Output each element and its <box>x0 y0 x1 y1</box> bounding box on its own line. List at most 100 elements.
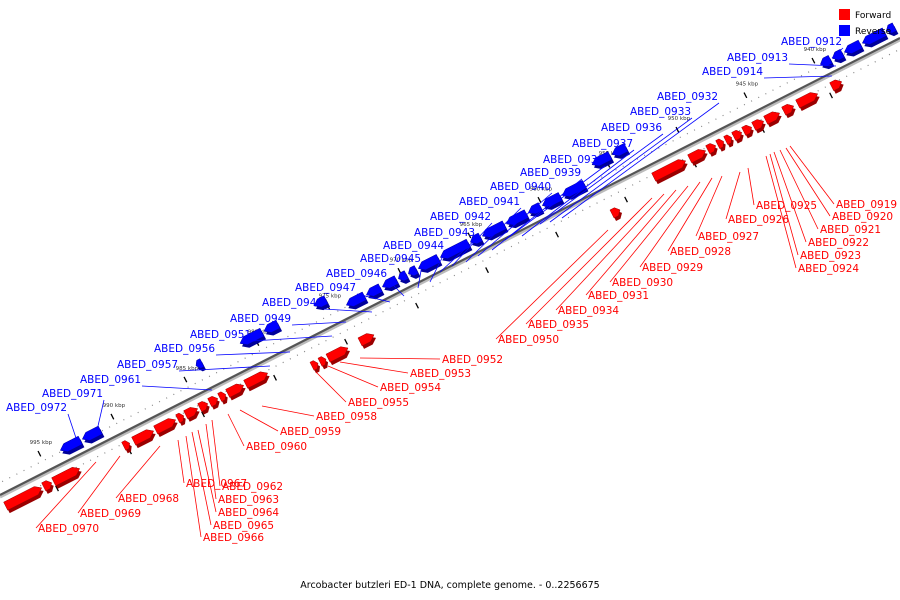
forward-gene-arrow[interactable] <box>309 360 319 371</box>
forward-gene-arrow[interactable] <box>207 396 218 407</box>
forward-gene-arrow[interactable] <box>705 143 716 155</box>
forward-gene-label[interactable]: ABED_0921 <box>820 224 881 236</box>
reverse-gene-arrow[interactable] <box>365 283 383 297</box>
forward-gene-label[interactable]: ABED_0959 <box>280 426 341 438</box>
forward-gene-arrow[interactable] <box>121 440 130 451</box>
forward-gene-label[interactable]: ABED_0963 <box>218 494 279 506</box>
forward-gene-label[interactable]: ABED_0950 <box>498 334 559 346</box>
forward-gene-arrow[interactable] <box>715 138 724 149</box>
forward-gene-arrow[interactable] <box>51 467 81 487</box>
reverse-gene-arrow[interactable] <box>541 192 563 208</box>
reverse-gene-arrow[interactable] <box>843 39 863 54</box>
reverse-gene-label[interactable]: ABED_0971 <box>42 388 103 400</box>
reverse-gene-label[interactable]: ABED_0951 <box>190 329 251 341</box>
reverse-gene-arrow[interactable] <box>505 209 529 226</box>
forward-gene-label[interactable]: ABED_0926 <box>728 214 789 226</box>
forward-gene-label[interactable]: ABED_0928 <box>670 246 731 258</box>
reverse-gene-label[interactable]: ABED_0949 <box>230 313 291 325</box>
forward-gene-label[interactable]: ABED_0955 <box>348 397 409 409</box>
reverse-gene-label[interactable]: ABED_0945 <box>360 253 421 265</box>
forward-gene-arrow[interactable] <box>763 111 781 125</box>
reverse-gene-arrow[interactable] <box>408 265 419 277</box>
forward-gene-label[interactable]: ABED_0924 <box>798 263 859 275</box>
reverse-gene-label[interactable]: ABED_0942 <box>430 211 491 223</box>
forward-gene-arrow[interactable] <box>325 346 349 363</box>
forward-gene-label[interactable]: ABED_0962 <box>222 481 283 493</box>
reverse-gene-arrow[interactable] <box>398 270 409 282</box>
forward-gene-arrow[interactable] <box>225 383 245 398</box>
reverse-gene-arrow[interactable] <box>886 22 897 34</box>
forward-gene-label[interactable]: ABED_0969 <box>80 508 141 520</box>
forward-gene-label[interactable]: ABED_0929 <box>642 262 703 274</box>
forward-gene-arrow[interactable] <box>829 79 842 92</box>
reverse-gene-label[interactable]: ABED_0943 <box>414 227 475 239</box>
forward-gene-arrow[interactable] <box>751 119 764 131</box>
reverse-gene-arrow[interactable] <box>81 425 103 441</box>
reverse-gene-label[interactable]: ABED_0946 <box>326 268 387 280</box>
forward-gene-label[interactable]: ABED_0958 <box>316 411 377 423</box>
forward-gene-label[interactable]: ABED_0934 <box>558 305 619 317</box>
reverse-gene-label[interactable]: ABED_0957 <box>117 359 178 371</box>
reverse-gene-label[interactable]: ABED_0932 <box>657 91 718 103</box>
forward-gene-label[interactable]: ABED_0935 <box>528 319 589 331</box>
reverse-gene-label[interactable]: ABED_0936 <box>601 122 662 134</box>
reverse-gene-arrow[interactable] <box>820 55 833 67</box>
forward-gene-label[interactable]: ABED_0930 <box>612 277 673 289</box>
reverse-gene-label[interactable]: ABED_0914 <box>702 66 763 78</box>
forward-gene-label[interactable]: ABED_0953 <box>410 368 471 380</box>
reverse-gene-label[interactable]: ABED_0940 <box>490 181 551 193</box>
forward-gene-label[interactable]: ABED_0920 <box>832 211 893 223</box>
reverse-gene-label[interactable]: ABED_0937 <box>572 138 633 150</box>
reverse-gene-label[interactable]: ABED_0947 <box>295 282 356 294</box>
reverse-gene-arrow[interactable] <box>439 238 471 259</box>
forward-gene-label[interactable]: ABED_0952 <box>442 354 503 366</box>
reverse-gene-label[interactable]: ABED_0961 <box>80 374 141 386</box>
reverse-gene-label[interactable]: ABED_0944 <box>383 240 444 252</box>
reverse-gene-label[interactable]: ABED_0938 <box>543 154 604 166</box>
reverse-gene-arrow[interactable] <box>481 220 507 238</box>
forward-gene-arrow[interactable] <box>175 412 184 424</box>
forward-gene-arrow[interactable] <box>723 134 732 145</box>
forward-gene-arrow[interactable] <box>317 356 327 367</box>
forward-gene-arrow[interactable] <box>781 104 794 116</box>
reverse-gene-arrow[interactable] <box>345 291 367 307</box>
reverse-gene-label[interactable]: ABED_0956 <box>154 343 215 355</box>
reverse-gene-arrow[interactable] <box>417 254 441 271</box>
forward-gene-arrow[interactable] <box>197 401 208 412</box>
forward-gene-label[interactable]: ABED_0927 <box>698 231 759 243</box>
forward-gene-label[interactable]: ABED_0968 <box>118 493 179 505</box>
forward-gene-arrow[interactable] <box>41 480 52 492</box>
reverse-gene-label[interactable]: ABED_0939 <box>520 167 581 179</box>
reverse-gene-arrow[interactable] <box>861 27 887 45</box>
forward-gene-label[interactable]: ABED_0966 <box>203 532 264 544</box>
forward-gene-label[interactable]: ABED_0970 <box>38 523 99 535</box>
forward-gene-label[interactable]: ABED_0923 <box>800 250 861 262</box>
forward-gene-label[interactable]: ABED_0967 <box>186 478 247 490</box>
reverse-gene-arrow[interactable] <box>611 143 629 157</box>
forward-gene-arrow[interactable] <box>357 333 375 347</box>
reverse-gene-arrow[interactable] <box>591 151 613 167</box>
reverse-gene-arrow[interactable] <box>59 435 83 452</box>
reverse-gene-arrow[interactable] <box>239 327 265 345</box>
forward-gene-arrow[interactable] <box>153 418 177 435</box>
reverse-gene-label[interactable]: ABED_0972 <box>6 402 67 414</box>
forward-gene-arrow[interactable] <box>243 371 269 389</box>
reverse-gene-label[interactable]: ABED_0912 <box>781 36 842 48</box>
forward-gene-arrow[interactable] <box>609 207 621 219</box>
forward-gene-label[interactable]: ABED_0922 <box>808 237 869 249</box>
forward-gene-label[interactable]: ABED_0931 <box>588 290 649 302</box>
forward-gene-arrow[interactable] <box>795 92 819 109</box>
reverse-gene-label[interactable]: ABED_0941 <box>459 196 520 208</box>
reverse-gene-arrow[interactable] <box>832 48 845 61</box>
forward-gene-arrow[interactable] <box>687 149 707 164</box>
reverse-gene-label[interactable]: ABED_0933 <box>630 106 691 118</box>
forward-gene-arrow[interactable] <box>217 391 226 402</box>
reverse-gene-arrow[interactable] <box>313 295 329 308</box>
forward-gene-arrow[interactable] <box>3 486 43 511</box>
forward-gene-arrow[interactable] <box>741 124 752 136</box>
forward-gene-label[interactable]: ABED_0954 <box>380 382 441 394</box>
forward-gene-arrow[interactable] <box>651 159 687 182</box>
reverse-gene-label[interactable]: ABED_0948 <box>262 297 323 309</box>
forward-gene-arrow[interactable] <box>183 407 199 420</box>
forward-gene-label[interactable]: ABED_0965 <box>213 520 274 532</box>
